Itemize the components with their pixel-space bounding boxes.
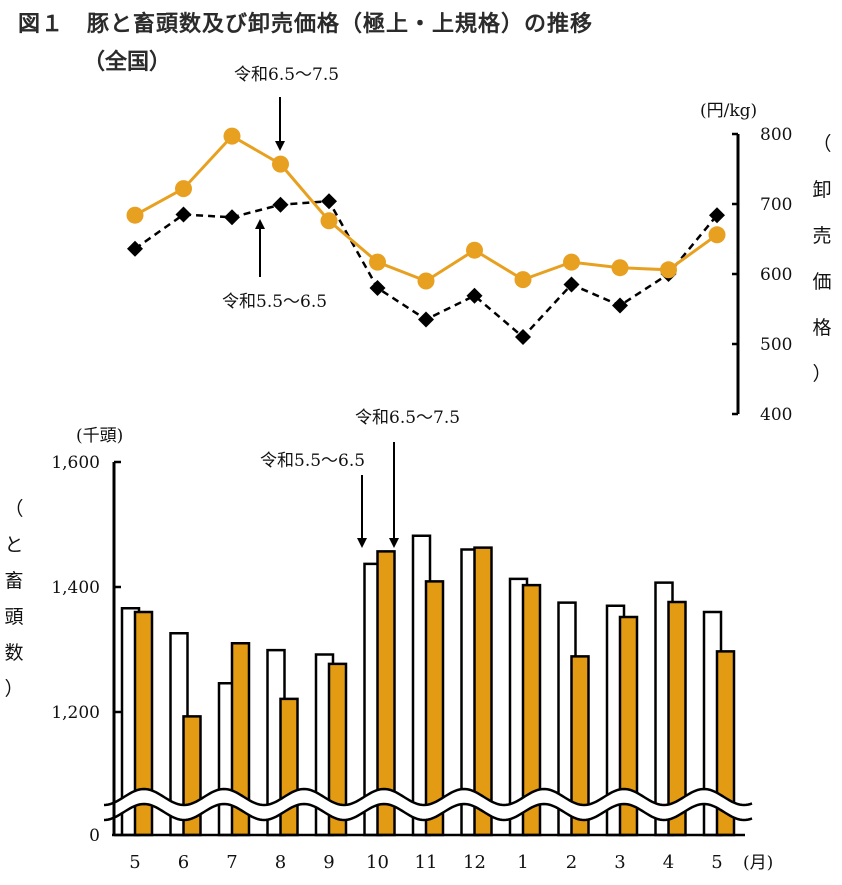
data-point-current <box>514 271 532 289</box>
x-tick-label: 8 <box>275 852 286 873</box>
x-tick-label: 10 <box>366 852 389 873</box>
count-series <box>120 534 736 837</box>
count-unit-label: (千頭) <box>76 426 123 446</box>
price-annotation-previous: 令和5.5〜6.5 <box>222 292 327 312</box>
data-point-current <box>611 259 629 277</box>
data-point-previous <box>321 193 337 210</box>
price-tick-label: 500 <box>760 335 792 355</box>
x-tick-label: 1 <box>517 852 528 873</box>
axis-break-lower <box>103 802 753 822</box>
x-tick-label: 7 <box>226 852 237 873</box>
price-tick-label: 800 <box>760 125 792 145</box>
data-point-previous <box>127 240 143 257</box>
count-tick-label: 0 <box>89 826 100 846</box>
bar-current <box>424 580 445 837</box>
count-y-ticks: 0 1,200 1,400 1,600 <box>51 453 121 846</box>
price-y-ticks: 400 500 600 700 800 <box>732 125 792 425</box>
x-tick-label: 4 <box>663 852 674 873</box>
axis-break-band <box>104 789 752 820</box>
data-point-current <box>369 253 386 271</box>
count-tick-label: 1,600 <box>51 453 100 473</box>
x-tick-label: 9 <box>323 852 334 873</box>
x-tick-label: 5 <box>129 852 140 873</box>
x-tick-label: 5 <box>711 852 722 873</box>
x-tick-label: 11 <box>415 852 438 873</box>
data-point-current <box>417 272 435 290</box>
x-tick-label: 2 <box>566 852 577 873</box>
bar-current <box>279 697 299 837</box>
price-tick-label: 700 <box>760 195 792 215</box>
count-annotation-previous: 令和5.5〜6.5 <box>260 451 365 471</box>
data-point-previous <box>369 280 386 296</box>
price-tick-label: 400 <box>760 405 792 425</box>
data-point-previous <box>612 297 628 314</box>
data-point-current <box>126 206 144 224</box>
series-line-current <box>134 134 718 283</box>
data-point-current <box>320 212 338 230</box>
count-annotation-current: 令和6.5〜7.5 <box>355 408 460 428</box>
data-point-current <box>175 180 192 198</box>
price-tick-label: 600 <box>760 265 792 285</box>
count-tick-label: 1,400 <box>51 578 100 598</box>
count-axis-title: （と畜頭数） <box>4 498 23 700</box>
data-point-current <box>272 155 289 173</box>
data-point-previous <box>515 329 531 345</box>
data-point-previous <box>466 287 483 304</box>
count-tick-label: 1,200 <box>51 703 100 723</box>
x-tick-label: 3 <box>614 852 625 873</box>
data-point-previous <box>272 196 289 213</box>
figure-subtitle: （全国） <box>83 50 172 75</box>
price-axis-title: （卸売価格） <box>812 133 831 385</box>
figure-title: 図１ 豚と畜頭数及び卸売価格（極上・上規格）の推移 <box>18 12 594 37</box>
data-point-previous <box>563 276 580 293</box>
data-point-current <box>223 127 241 145</box>
data-point-current <box>660 261 677 279</box>
x-tick-label: 12 <box>463 852 486 873</box>
x-unit-label: (月) <box>743 853 773 873</box>
data-point-previous <box>418 311 434 328</box>
x-tick-label: 6 <box>178 852 189 873</box>
price-unit-label: (円/kg) <box>700 101 757 121</box>
data-point-previous <box>224 209 240 226</box>
x-tick-labels: 5 6 7 8 9 10 11 12 1 2 3 4 5 <box>129 852 722 873</box>
axis-break-upper <box>103 787 753 807</box>
data-point-current <box>466 241 483 259</box>
data-point-current <box>708 226 726 244</box>
data-point-current <box>563 253 580 271</box>
data-point-previous <box>709 207 725 224</box>
data-point-previous <box>175 206 192 223</box>
price-series <box>126 127 726 345</box>
price-annotation-current: 令和6.5〜7.5 <box>234 65 339 85</box>
